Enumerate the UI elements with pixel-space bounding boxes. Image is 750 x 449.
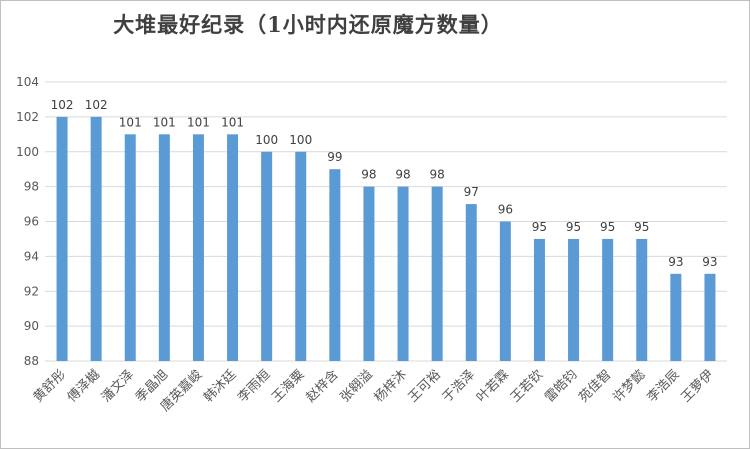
bar bbox=[431, 186, 443, 361]
data-label: 98 bbox=[430, 168, 445, 182]
category-label: 傅泽樾 bbox=[64, 367, 103, 406]
y-tick-label: 94 bbox=[24, 249, 39, 263]
category-label: 韩沐廷 bbox=[201, 367, 239, 405]
category-label: 张翱溢 bbox=[338, 367, 376, 405]
bar bbox=[363, 186, 375, 361]
category-label: 王海粟 bbox=[269, 367, 307, 405]
category-label: 叶若霖 bbox=[473, 367, 512, 406]
category-label: 王可裕 bbox=[406, 367, 444, 405]
y-tick-label: 102 bbox=[16, 110, 39, 124]
bar bbox=[568, 238, 580, 361]
category-label: 王若钦 bbox=[507, 367, 546, 406]
category-label: 李雨桓 bbox=[235, 367, 273, 405]
y-tick-label: 96 bbox=[24, 215, 39, 229]
category-label: 潘文泽 bbox=[99, 367, 137, 405]
bar bbox=[602, 238, 614, 361]
data-label: 96 bbox=[498, 203, 513, 217]
bar bbox=[158, 134, 170, 361]
data-label: 95 bbox=[566, 220, 581, 234]
bar bbox=[499, 221, 511, 361]
category-label: 赵梓含 bbox=[303, 367, 342, 406]
data-label: 100 bbox=[289, 133, 312, 147]
data-label: 100 bbox=[255, 133, 278, 147]
bar bbox=[192, 134, 204, 361]
bar bbox=[704, 273, 716, 361]
y-tick-label: 92 bbox=[24, 284, 39, 298]
category-label: 李浩辰 bbox=[644, 367, 682, 405]
category-label: 雷皓钧 bbox=[542, 367, 580, 405]
data-label: 95 bbox=[600, 220, 615, 234]
data-label: 102 bbox=[85, 98, 108, 112]
y-tick-label: 88 bbox=[24, 354, 39, 368]
y-tick-label: 90 bbox=[24, 319, 39, 333]
category-label: 杨梓沐 bbox=[372, 367, 410, 405]
data-label: 101 bbox=[187, 115, 210, 129]
category-label: 黄舒彤 bbox=[31, 367, 69, 405]
data-label: 98 bbox=[361, 168, 376, 182]
category-label: 王萝伊 bbox=[679, 367, 717, 405]
category-label: 许梦懿 bbox=[610, 367, 648, 405]
category-label: 于浩泽 bbox=[440, 367, 478, 405]
bar bbox=[533, 238, 545, 361]
bar bbox=[90, 116, 102, 361]
data-label: 101 bbox=[119, 115, 142, 129]
data-label: 101 bbox=[153, 115, 176, 129]
y-tick-label: 98 bbox=[24, 180, 39, 194]
data-label: 93 bbox=[668, 255, 683, 269]
data-label: 95 bbox=[532, 220, 547, 234]
bar bbox=[670, 273, 682, 361]
data-label: 102 bbox=[51, 98, 74, 112]
chart-title: 大堆最好纪录（1小时内还原魔方数量） bbox=[113, 12, 503, 37]
bar bbox=[397, 186, 409, 361]
data-label: 97 bbox=[464, 185, 479, 199]
category-label: 苑佳智 bbox=[576, 367, 614, 405]
data-label: 99 bbox=[327, 150, 342, 164]
data-label: 95 bbox=[634, 220, 649, 234]
data-label: 98 bbox=[395, 168, 410, 182]
data-label: 93 bbox=[702, 255, 717, 269]
bar bbox=[329, 169, 341, 361]
y-tick-label: 100 bbox=[16, 145, 39, 159]
bar bbox=[261, 151, 273, 361]
bar bbox=[636, 238, 648, 361]
y-tick-label: 104 bbox=[16, 75, 39, 89]
bar bbox=[227, 134, 239, 361]
bar bbox=[124, 134, 136, 361]
bar bbox=[56, 116, 68, 361]
data-label: 101 bbox=[221, 115, 244, 129]
bar bbox=[295, 151, 307, 361]
bar bbox=[465, 204, 477, 361]
